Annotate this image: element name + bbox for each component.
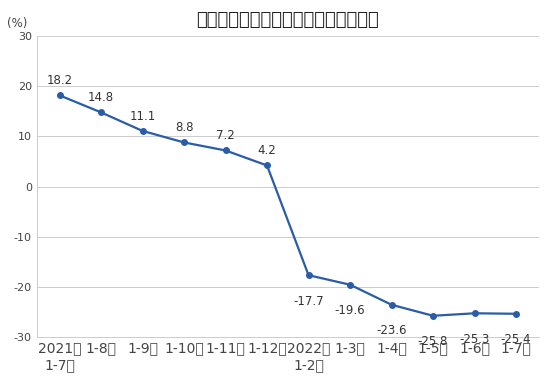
Text: -25.4: -25.4 — [501, 333, 531, 346]
Text: 4.2: 4.2 — [257, 144, 277, 157]
Text: 18.2: 18.2 — [46, 74, 73, 87]
Text: 7.2: 7.2 — [216, 129, 235, 142]
Text: -25.8: -25.8 — [418, 335, 448, 348]
Text: -17.7: -17.7 — [293, 295, 324, 308]
Text: -19.6: -19.6 — [335, 304, 365, 317]
Text: -23.6: -23.6 — [376, 324, 407, 337]
Text: (%): (%) — [7, 17, 27, 30]
Text: 11.1: 11.1 — [129, 110, 156, 123]
Text: 14.8: 14.8 — [88, 91, 114, 104]
Title: 全国房地产开发企业本年到位资金增速: 全国房地产开发企业本年到位资金增速 — [196, 11, 379, 29]
Text: -25.3: -25.3 — [459, 333, 490, 346]
Text: 8.8: 8.8 — [175, 121, 193, 134]
